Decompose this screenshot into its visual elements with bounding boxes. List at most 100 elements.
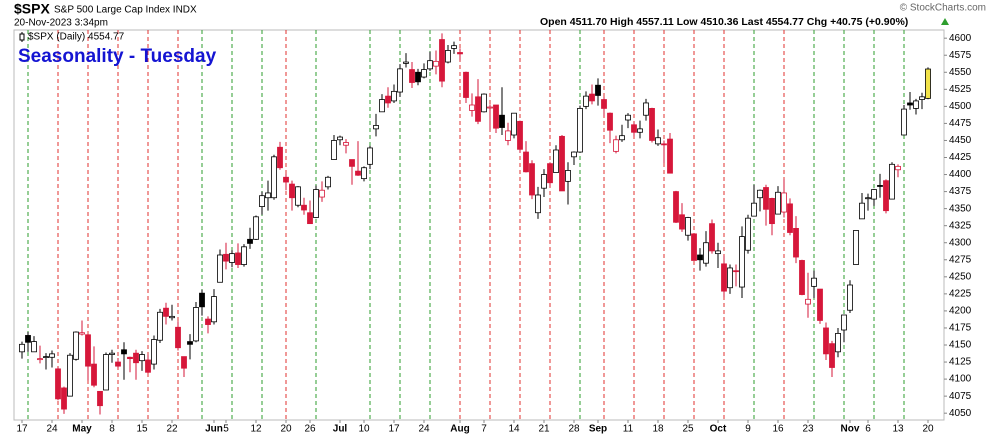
candle-body: [601, 99, 607, 109]
candle-body: [241, 246, 247, 265]
candle-body: [571, 151, 577, 158]
candle-body: [445, 50, 451, 63]
candle-body: [667, 138, 673, 174]
candle-body: [367, 147, 373, 165]
candle-body: [391, 90, 397, 102]
candle-body: [325, 176, 331, 188]
candle-body: [451, 45, 457, 49]
candle-body: [895, 165, 901, 171]
quote: Open 4511.70 High 4557.11 Low 4510.36 La…: [540, 16, 908, 28]
candle-body: [535, 194, 541, 214]
candle-body: [517, 120, 523, 150]
candle-body: [31, 341, 37, 353]
candle-body: [871, 189, 877, 200]
x-tick-label: 18: [652, 424, 664, 435]
y-tick-label: 4175: [949, 323, 972, 334]
candle-body: [679, 214, 685, 230]
candle-body: [349, 159, 355, 167]
candle-body: [703, 242, 709, 264]
x-tick-label: Oct: [710, 424, 727, 435]
candle-body: [361, 167, 367, 180]
candle-body: [139, 354, 145, 362]
candle-body: [343, 142, 349, 146]
watermark: © StockCharts.com: [900, 3, 986, 14]
candle-body: [841, 314, 847, 331]
candle-body: [55, 368, 61, 400]
y-tick-label: 4550: [949, 67, 972, 78]
candle-body: [589, 93, 595, 102]
candle-body: [715, 250, 721, 255]
candle-body: [649, 108, 655, 141]
x-tick-label: 5: [223, 424, 229, 435]
x-tick-label: Jul: [333, 424, 348, 435]
y-tick-label: 4225: [949, 289, 972, 300]
candle-body: [523, 151, 529, 173]
candle-body: [187, 341, 193, 345]
candle-body: [691, 233, 697, 261]
candle-body: [643, 102, 649, 116]
x-tick-label: 21: [538, 424, 550, 435]
candle-body: [439, 39, 445, 82]
x-tick-label: 11: [623, 424, 634, 435]
candle-body: [607, 112, 613, 131]
candle-body: [91, 363, 97, 386]
x-tick-label: Aug: [450, 424, 469, 435]
x-tick-label: May: [72, 424, 92, 435]
candle-body: [751, 202, 757, 217]
x-tick-label: 26: [304, 424, 316, 435]
candle-body: [811, 277, 817, 287]
candle-body: [43, 356, 49, 358]
candle-body: [769, 198, 775, 225]
timestamp: 20-Nov-2023 3:34pm: [14, 18, 108, 29]
candle-body: [301, 204, 307, 211]
x-tick-label: 24: [418, 424, 430, 435]
candle-body: [577, 108, 583, 153]
candle-body: [307, 212, 313, 225]
chart-title: Seasonality - Tuesday: [18, 46, 217, 67]
x-tick-label: 9: [745, 424, 751, 435]
candle-body: [277, 146, 283, 169]
x-tick-label: 7: [481, 424, 487, 435]
y-tick-label: 4150: [949, 340, 972, 351]
candle-body: [913, 100, 919, 109]
legend-icon: [19, 33, 25, 41]
candle-body: [205, 318, 211, 325]
candle-body: [151, 339, 157, 365]
candle-body: [829, 343, 835, 368]
candle-body: [775, 191, 781, 215]
candle-body: [145, 359, 151, 373]
candle-body: [727, 267, 733, 289]
candle-body: [637, 128, 643, 133]
candle-body: [85, 334, 91, 367]
candle-body: [631, 124, 637, 133]
candle-body: [175, 326, 181, 349]
candle-body: [835, 333, 841, 353]
candle-body: [697, 254, 703, 261]
candle-body: [529, 163, 535, 196]
candle-body: [163, 307, 169, 317]
candle-body: [499, 114, 505, 128]
y-tick-label: 4575: [949, 50, 972, 61]
x-tick-label: 20: [280, 424, 292, 435]
candle-body: [169, 315, 175, 319]
candle-body: [505, 130, 511, 141]
x-tick-label: 23: [802, 424, 814, 435]
candle-body: [427, 60, 433, 70]
candle-body: [853, 230, 859, 265]
y-tick-label: 4050: [949, 408, 972, 419]
candle-body: [673, 191, 679, 223]
x-tick-label: 15: [136, 424, 148, 435]
candle-body: [613, 139, 619, 152]
candle-body: [253, 216, 259, 240]
candle-body: [859, 202, 865, 220]
y-tick-label: 4325: [949, 220, 972, 231]
x-tick-label: 13: [892, 424, 904, 435]
candle-body: [745, 217, 751, 251]
candle-body: [259, 195, 265, 207]
candle-body: [289, 183, 295, 199]
candle-body: [73, 331, 79, 360]
candle-body: [493, 104, 499, 129]
candle-body: [103, 354, 109, 391]
candle-body: [463, 71, 469, 98]
